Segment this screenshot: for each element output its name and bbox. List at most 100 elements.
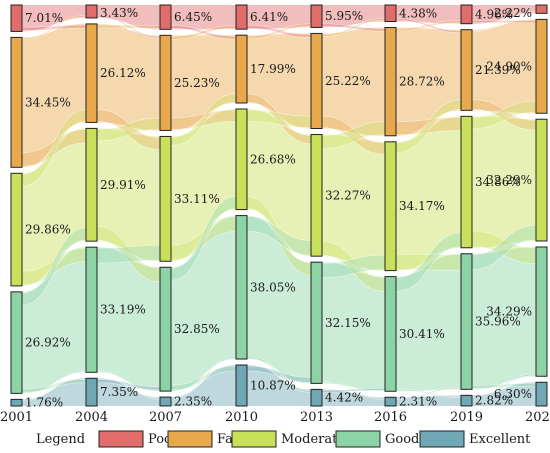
year-label-2016: 2016 bbox=[374, 410, 407, 425]
node-good-2022 bbox=[535, 246, 548, 377]
node-fair-2013 bbox=[310, 32, 323, 130]
band-moderate-2004-2007 bbox=[97, 128, 160, 262]
year-label-2022: 2022 bbox=[525, 410, 550, 425]
value-label-moderate-2007: 33.11% bbox=[174, 192, 220, 206]
band-good-2007-2010 bbox=[171, 215, 236, 392]
value-label-fair-2001: 34.45% bbox=[25, 95, 71, 109]
year-label-2013: 2013 bbox=[300, 410, 333, 425]
year-label-2001: 2001 bbox=[0, 410, 33, 425]
band-excellent-2001-2004 bbox=[22, 378, 86, 406]
band-excellent-2007-2010 bbox=[171, 365, 236, 406]
node-fair-2001 bbox=[10, 36, 23, 168]
year-label-2004: 2004 bbox=[75, 410, 108, 425]
legend-title: Legend bbox=[36, 432, 85, 447]
node-poor-2019 bbox=[460, 4, 473, 25]
value-label-poor-2004: 3.43% bbox=[100, 6, 138, 20]
band-fair-2010-2013 bbox=[247, 33, 311, 129]
band-good-2001-2004 bbox=[22, 247, 86, 394]
value-label-good-2013: 32.15% bbox=[325, 316, 371, 330]
band-fair-2019-2022 bbox=[472, 19, 536, 114]
band-fair-2007-2010 bbox=[171, 35, 236, 131]
legend-label-good: Good bbox=[385, 432, 419, 447]
legend-label-moderate: Moderate bbox=[281, 432, 345, 447]
flow-good-to-moderate-2004 bbox=[96, 244, 161, 264]
node-excellent-2022 bbox=[535, 381, 548, 407]
legend-swatch-good bbox=[335, 430, 381, 448]
value-label-good-2004: 33.19% bbox=[100, 303, 146, 317]
value-label-poor-2010: 6.41% bbox=[250, 10, 288, 24]
band-poor-2019-2022 bbox=[472, 5, 536, 24]
legend-swatch-excellent bbox=[419, 430, 465, 448]
value-label-fair-2004: 26.12% bbox=[100, 66, 146, 80]
node-poor-2022 bbox=[535, 4, 548, 14]
value-label-fair-2010: 17.99% bbox=[250, 62, 296, 76]
value-label-good-2010: 38.05% bbox=[250, 280, 296, 294]
node-good-2010 bbox=[235, 215, 248, 360]
node-good-2004 bbox=[85, 246, 98, 373]
node-excellent-2013 bbox=[310, 388, 323, 407]
node-moderate-2022 bbox=[535, 118, 548, 242]
band-moderate-2010-2013 bbox=[247, 108, 311, 257]
band-poor-2010-2013 bbox=[247, 5, 311, 30]
node-poor-2010 bbox=[235, 4, 248, 30]
value-label-moderate-2013: 32.27% bbox=[325, 188, 371, 202]
value-label-poor-2022: 2.22% bbox=[494, 6, 532, 20]
value-label-excellent-2004: 7.35% bbox=[100, 385, 138, 399]
band-poor-2013-2016 bbox=[322, 5, 385, 28]
node-excellent-2004 bbox=[85, 377, 98, 407]
value-label-poor-2001: 7.01% bbox=[25, 11, 63, 25]
node-fair-2019 bbox=[460, 29, 473, 111]
band-moderate-2013-2016 bbox=[322, 134, 385, 271]
band-good-2016-2019 bbox=[396, 253, 461, 392]
node-fair-2004 bbox=[85, 23, 98, 123]
node-fair-2016 bbox=[384, 27, 397, 137]
node-poor-2016 bbox=[384, 4, 397, 23]
band-moderate-2007-2010 bbox=[171, 108, 236, 262]
value-label-fair-2022: 24.90% bbox=[486, 59, 532, 73]
value-label-poor-2013: 5.95% bbox=[325, 9, 363, 23]
value-label-fair-2013: 25.22% bbox=[325, 74, 371, 88]
node-excellent-2016 bbox=[384, 396, 397, 407]
value-label-excellent-2007: 2.35% bbox=[174, 395, 212, 409]
band-layer bbox=[22, 5, 536, 407]
value-label-poor-2019: 4.96% bbox=[475, 7, 513, 21]
band-fair-2001-2004 bbox=[22, 23, 86, 168]
value-label-good-2001: 26.92% bbox=[25, 336, 71, 350]
node-fair-2010 bbox=[235, 34, 248, 104]
value-label-moderate-2022: 32.29% bbox=[486, 173, 532, 187]
node-moderate-2013 bbox=[310, 134, 323, 257]
legend-label-excellent: Excellent bbox=[469, 432, 531, 447]
node-moderate-2007 bbox=[159, 135, 172, 262]
band-moderate-2019-2022 bbox=[472, 116, 536, 248]
band-excellent-2019-2022 bbox=[472, 382, 536, 406]
band-poor-2007-2010 bbox=[171, 5, 236, 30]
year-axis: 2001 2004 2007 2010 2013 2016 2019 2022 bbox=[0, 410, 550, 425]
value-label-layer: 7.01% 34.45% 29.86% 26.92% 1.76% 3.43% 26.12% 2… bbox=[25, 6, 532, 410]
node-excellent-2001 bbox=[10, 398, 23, 407]
value-label-moderate-2001: 29.86% bbox=[25, 223, 71, 237]
band-fair-2016-2019 bbox=[396, 27, 461, 136]
legend-swatch-fair bbox=[167, 430, 213, 448]
node-moderate-2010 bbox=[235, 108, 248, 211]
node-fair-2007 bbox=[159, 34, 172, 131]
legend: Legend Poor Fair Moderate Good Excellent bbox=[36, 430, 531, 448]
node-good-2013 bbox=[310, 261, 323, 384]
node-excellent-2019 bbox=[460, 394, 473, 407]
band-good-2019-2022 bbox=[472, 246, 536, 390]
value-label-fair-2016: 28.72% bbox=[399, 75, 445, 89]
value-label-excellent-2016: 2.31% bbox=[399, 395, 437, 409]
value-label-excellent-2013: 4.42% bbox=[325, 391, 363, 405]
value-label-excellent-2019: 2.82% bbox=[475, 394, 513, 408]
node-poor-2001 bbox=[10, 4, 23, 32]
node-layer bbox=[10, 4, 548, 407]
node-fair-2022 bbox=[535, 18, 548, 114]
flow-fair-to-poor-2004 bbox=[96, 24, 161, 29]
value-label-moderate-2016: 34.17% bbox=[399, 199, 445, 213]
year-label-2007: 2007 bbox=[149, 410, 182, 425]
band-fair-2013-2016 bbox=[322, 27, 385, 136]
value-label-moderate-2010: 26.68% bbox=[250, 152, 296, 166]
node-good-2001 bbox=[10, 291, 23, 394]
legend-swatch-moderate bbox=[231, 430, 277, 448]
band-fair-2004-2007 bbox=[97, 23, 160, 131]
